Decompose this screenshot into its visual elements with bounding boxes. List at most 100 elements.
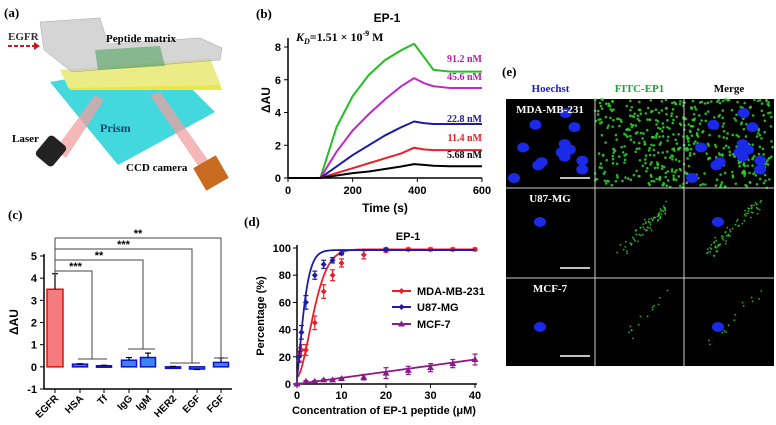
panel-b-xlabel: Time (s) [362,201,408,215]
e-fitc-signal [762,153,765,156]
e-fitc-signal [630,105,634,109]
e-column-header-2: Merge [714,83,745,95]
e-fitc-signal [612,151,616,154]
e-fitc-signal [636,117,640,121]
c-x-tick-label: IgG [116,393,136,413]
e-fitc-signal [687,123,690,126]
e-fitc-signal [600,121,604,124]
e-fitc-signal [634,124,638,127]
e-fitc-signal [739,105,743,109]
panel-b-ylabel: ΔAU [259,87,273,113]
e-fitc-signal [708,339,710,342]
e-fitc-signal [721,331,724,334]
d-data-point [311,319,318,326]
c-x-tick-label: HSA [63,393,86,416]
laser-beam [55,95,104,158]
e-fitc-signal [735,113,738,117]
e-fitc-signal [683,171,687,174]
b-series-line [288,77,482,179]
e-micrograph-mcf-7-merge [708,289,763,346]
c-bar-fgf [212,361,230,368]
e-fitc-signal [671,155,675,158]
e-fitc-signal [755,203,758,206]
e-row-label: MCF-7 [533,283,568,295]
e-fitc-signal [743,101,746,105]
b-x-tick-label: 600 [473,185,491,197]
e-fitc-signal [649,223,652,226]
e-fitc-signal [644,112,648,115]
e-fitc-signal [748,171,751,175]
e-fitc-signal [751,143,755,146]
d-legend-marker [398,320,405,327]
e-nucleus [517,142,530,153]
e-fitc-signal [710,247,713,250]
e-fitc-signal [754,201,757,204]
e-fitc-signal [713,143,717,147]
e-fitc-signal [671,147,674,151]
e-fitc-signal [677,175,681,178]
e-fitc-signal [632,173,636,177]
e-fitc-signal [635,169,638,173]
e-fitc-signal [645,169,648,173]
e-fitc-signal [634,150,637,154]
e-fitc-signal [672,133,675,136]
e-fitc-signal [646,166,649,170]
e-fitc-signal [766,111,770,115]
e-fitc-signal [601,154,605,157]
d-y-tick-label: 60 [279,297,291,309]
e-fitc-signal [660,167,664,171]
e-fitc-signal [708,133,711,137]
e-fitc-signal [745,212,747,215]
e-fitc-signal [767,101,770,104]
e-micrograph-mda-mb-231-fitc-ep1 [593,97,685,189]
e-fitc-signal [677,133,680,136]
e-fitc-signal [637,147,641,150]
e-fitc-signal [661,135,665,138]
e-fitc-signal [701,182,705,186]
e-fitc-signal [691,118,695,122]
e-fitc-signal [721,125,725,128]
b-series-label: 91.2 nM [447,54,483,65]
c-bar-hsa [71,363,89,368]
e-fitc-signal [658,211,661,214]
e-fitc-signal [721,237,724,240]
e-fitc-signal [675,168,678,172]
c-y-tick-label: 0 [31,362,37,374]
c-significance-stars: *** [117,239,131,251]
e-fitc-signal [693,105,697,109]
e-fitc-signal [723,185,727,189]
e-fitc-signal [654,118,658,122]
e-fitc-signal [637,174,641,178]
e-fitc-signal [648,221,650,223]
e-fitc-signal [630,329,633,332]
e-fitc-signal [645,128,649,132]
e-fitc-signal [745,215,747,217]
panel-d-label: (d) [244,214,260,229]
e-fitc-signal [645,221,647,223]
e-fitc-signal [760,109,764,113]
kd-k: K [295,30,305,44]
e-fitc-signal [654,216,657,219]
e-fitc-signal [688,152,692,155]
e-fitc-signal [763,173,767,177]
e-fitc-signal [611,157,615,161]
e-fitc-signal [596,109,600,113]
e-fitc-signal [696,128,700,131]
e-fitc-signal [615,174,619,177]
c-significance-bracket [55,270,93,359]
e-fitc-signal [617,155,621,158]
e-fitc-signal [742,127,746,131]
e-fitc-signal [750,204,752,207]
e-fitc-signal [600,166,604,170]
d-data-point [311,272,318,279]
e-fitc-signal [639,234,642,237]
e-fitc-signal [687,143,691,147]
b-y-tick-label: 2 [275,140,281,152]
e-fitc-signal [637,323,640,326]
e-fitc-signal [661,151,665,154]
c-significance-bracket [55,259,144,349]
e-fitc-signal [720,235,723,238]
e-fitc-signal [647,218,650,221]
e-fitc-signal [629,99,632,103]
